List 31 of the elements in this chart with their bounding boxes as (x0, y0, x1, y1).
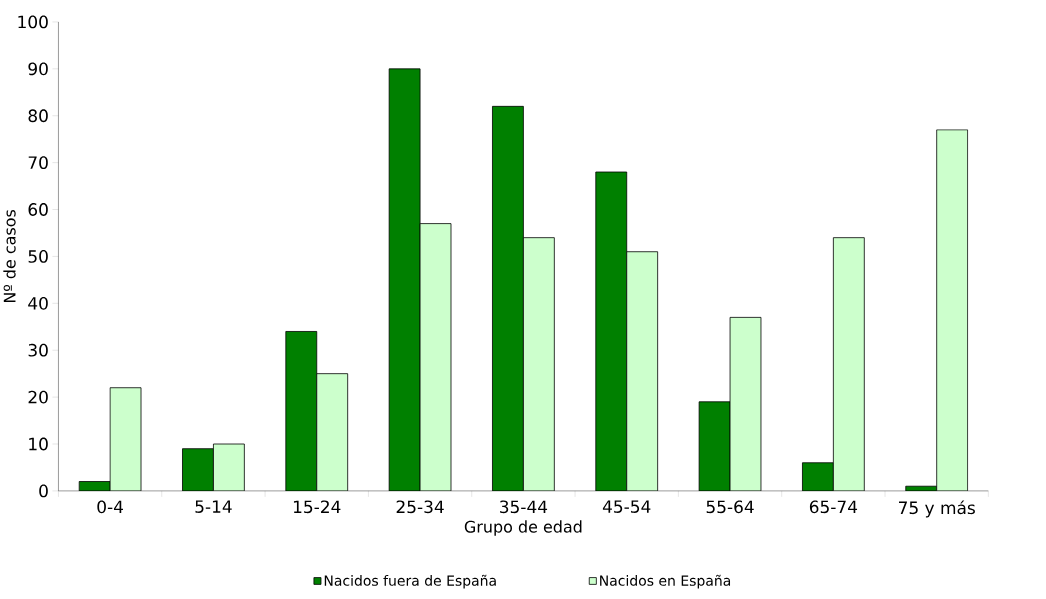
y-tick-label: 100 (18, 15, 48, 29)
y-tick-label: 50 (28, 250, 48, 263)
x-tick-label: 25-34 (396, 500, 444, 514)
y-tick-label: 30 (28, 343, 48, 357)
y-tick-label: 90 (28, 62, 48, 76)
x-tick-label: 35-44 (500, 500, 548, 514)
bar (182, 448, 214, 492)
bar (595, 171, 628, 492)
x-tick-label: 65-74 (809, 500, 858, 514)
x-tick-label: 75 y más (899, 500, 975, 518)
x-axis-title: Grupo de edad (464, 520, 582, 536)
y-tick-label: 10 (29, 437, 48, 451)
x-tick-label: 0-4 (97, 500, 123, 514)
x-tick-label: 5-14 (195, 500, 232, 514)
legend-label: Nacidos fuera de España (324, 574, 496, 589)
bar (698, 401, 731, 492)
y-tick-label: 20 (28, 390, 48, 404)
y-axis-title: Nº de casos (3, 210, 16, 303)
x-tick-label: 55-64 (706, 500, 754, 514)
bar (802, 462, 834, 492)
bar (492, 106, 524, 492)
x-tick-label: 15-24 (293, 500, 341, 514)
bar (388, 68, 421, 492)
y-tick-label: 40 (28, 297, 48, 310)
y-tick-label: 80 (28, 109, 48, 123)
legend-label: Nacidos en España (600, 574, 731, 589)
x-tick-label: 45-54 (602, 500, 651, 514)
bar (285, 331, 318, 492)
y-tick-label: 0 (39, 484, 48, 498)
y-tick-label: 70 (28, 156, 48, 170)
y-tick-label: 60 (28, 203, 48, 217)
